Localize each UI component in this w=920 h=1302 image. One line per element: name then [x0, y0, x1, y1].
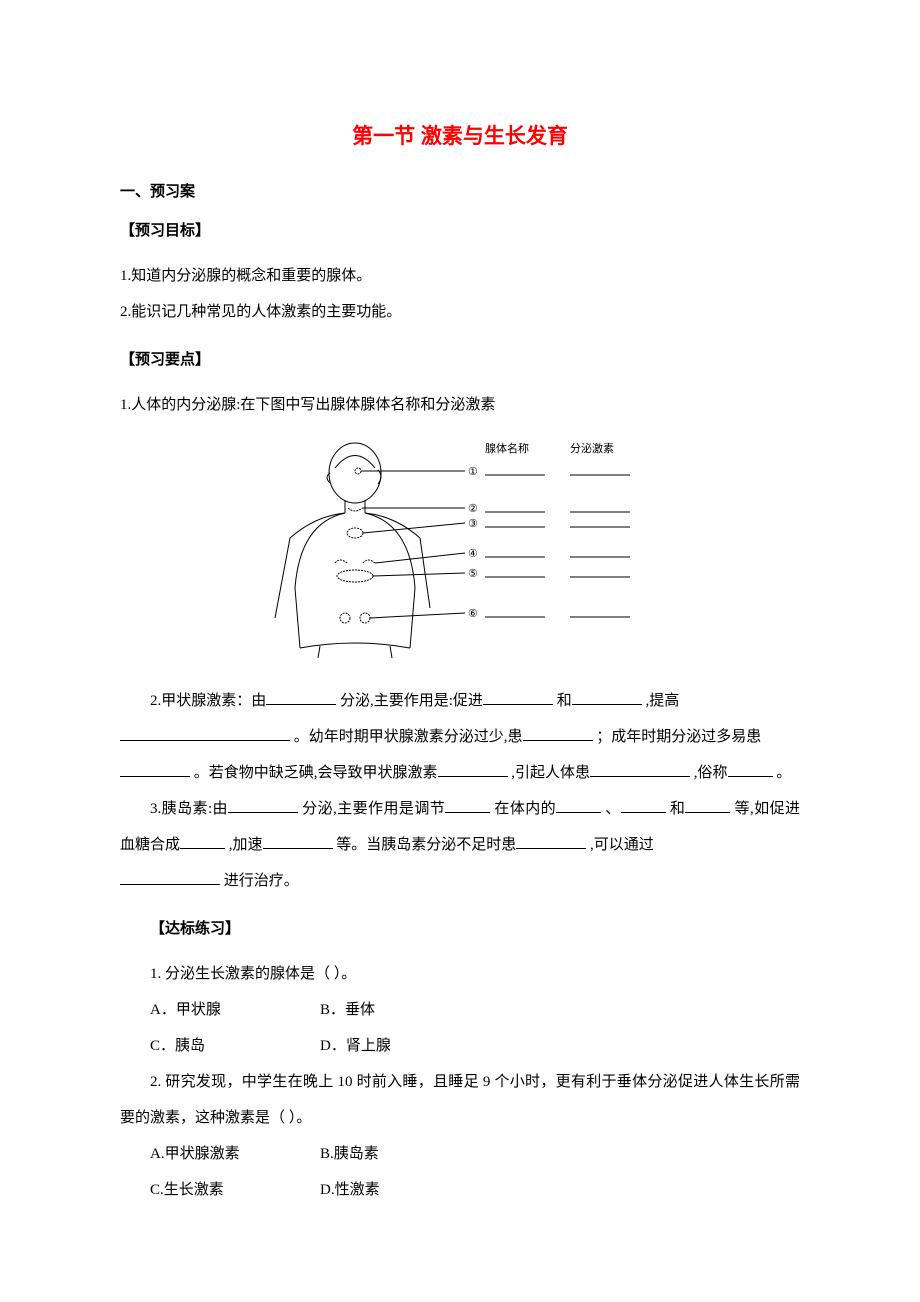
blank [621, 797, 666, 813]
blank [263, 833, 333, 849]
blank [438, 761, 508, 777]
col-header-name: 腺体名称 [485, 441, 529, 455]
question-2: 2. 研究发现，中学生在晚上 10 时前入睡，且睡足 9 个小时，更有利于垂体分… [120, 1064, 800, 1136]
option-b: B．垂体 [320, 992, 800, 1028]
text: 。若食物中缺乏碘,会导致甲状腺激素 [194, 765, 438, 781]
blank [556, 797, 601, 813]
question-1: 1. 分泌生长激素的腺体是（ ）。 [120, 956, 800, 992]
row-num-3: ③ [468, 518, 478, 530]
blank [590, 761, 690, 777]
blank [220, 725, 290, 741]
option-b: B.胰岛素 [320, 1136, 800, 1172]
text: 和 [557, 693, 572, 709]
page-title: 第一节 激素与生长发育 [120, 120, 800, 150]
text: 分泌,主要作用是:促进 [340, 693, 483, 709]
endocrine-diagram-svg: 腺体名称 分泌激素 ① ② ③ ④ ⑤ ⑥ [260, 438, 660, 658]
blank [180, 833, 225, 849]
blank [120, 761, 190, 777]
text: 进行治疗。 [224, 873, 299, 889]
question-1-options: A．甲状腺 B．垂体 C．胰岛 D．肾上腺 [120, 992, 800, 1064]
body-diagram: 腺体名称 分泌激素 ① ② ③ ④ ⑤ ⑥ [120, 438, 800, 663]
blank [445, 797, 490, 813]
text: ；成年时期分泌过多易患 [596, 729, 761, 745]
blank [728, 761, 773, 777]
option-d: D.性激素 [320, 1172, 800, 1208]
text: 3.胰岛素:由 [150, 801, 228, 817]
text: 、 [605, 801, 620, 817]
text: 等。当胰岛素分泌不足时患 [336, 837, 516, 853]
blank [120, 869, 220, 885]
row-num-4: ④ [468, 548, 478, 560]
text: 在体内的 [494, 801, 556, 817]
blank [266, 689, 336, 705]
text: 。 [776, 765, 791, 781]
question-2-options: A.甲状腺激素 B.胰岛素 C.生长激素 D.性激素 [120, 1136, 800, 1208]
blank [228, 797, 298, 813]
goal-item-1: 1.知道内分泌腺的概念和重要的腺体。 [120, 258, 800, 294]
option-a: A．甲状腺 [120, 992, 320, 1028]
point-1-intro: 1.人体的内分泌腺:在下图中写出腺体腺体名称和分泌激素 [120, 387, 800, 423]
document-page: 第一节 激素与生长发育 一、预习案 【预习目标】 1.知道内分泌腺的概念和重要的… [0, 0, 920, 1268]
option-d: D．肾上腺 [320, 1028, 800, 1064]
row-num-2: ② [468, 503, 478, 515]
blank [685, 797, 730, 813]
heading-goal: 【预习目标】 [120, 219, 800, 240]
row-num-6: ⑥ [468, 608, 478, 620]
blank [516, 833, 586, 849]
blank [483, 689, 553, 705]
blank [120, 725, 220, 741]
text: 分泌,主要作用是调节 [302, 801, 445, 817]
text: ,俗称 [694, 765, 728, 781]
blank [523, 725, 593, 741]
text: 2.甲状腺激素：由 [150, 693, 266, 709]
heading-practice: 【达标练习】 [120, 917, 800, 938]
row-num-1: ① [468, 466, 478, 478]
option-c: C．胰岛 [120, 1028, 320, 1064]
option-c: C.生长激素 [120, 1172, 320, 1208]
point-2: 2.甲状腺激素：由 分泌,主要作用是:促进 和 ,提高 。幼年时期甲状腺激素分泌… [120, 683, 800, 791]
text: ,可以通过 [590, 837, 654, 853]
text: ,提高 [645, 693, 679, 709]
blank [572, 689, 642, 705]
heading-points: 【预习要点】 [120, 348, 800, 369]
text: 和 [670, 801, 685, 817]
text: 。幼年时期甲状腺激素分泌过少,患 [294, 729, 523, 745]
row-num-5: ⑤ [468, 568, 478, 580]
goal-item-2: 2.能识记几种常见的人体激素的主要功能。 [120, 294, 800, 330]
heading-preview: 一、预习案 [120, 180, 800, 201]
col-header-hormone: 分泌激素 [570, 441, 614, 455]
text: ,加速 [229, 837, 263, 853]
point-3: 3.胰岛素:由 分泌,主要作用是调节 在体内的 、 和 等,如促进血糖合成 ,加… [120, 791, 800, 899]
text: ,引起人体患 [511, 765, 590, 781]
option-a: A.甲状腺激素 [120, 1136, 320, 1172]
